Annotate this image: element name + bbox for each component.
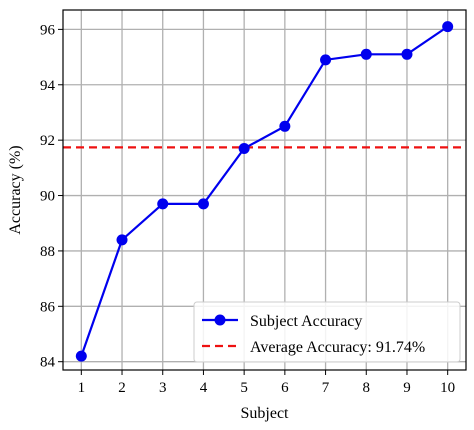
data-point bbox=[116, 234, 128, 246]
x-tick-label: 1 bbox=[78, 380, 86, 396]
data-point bbox=[75, 350, 87, 362]
data-point bbox=[360, 48, 372, 60]
x-tick-label: 10 bbox=[440, 380, 455, 396]
legend-subject-accuracy: Subject Accuracy bbox=[250, 313, 362, 330]
x-tick-label: 9 bbox=[403, 380, 411, 396]
x-tick-label: 5 bbox=[240, 380, 248, 396]
axis-ticks: 1 2 3 4 5 6 7 8 9 10 84 86 88 90 92 94 96 bbox=[40, 22, 455, 396]
y-tick-label: 92 bbox=[40, 133, 55, 149]
data-point bbox=[442, 21, 454, 33]
x-tick-label: 3 bbox=[159, 380, 167, 396]
y-axis-label: Accuracy (%) bbox=[7, 145, 24, 234]
y-tick-label: 86 bbox=[40, 299, 56, 315]
data-point bbox=[197, 198, 209, 210]
y-tick-label: 88 bbox=[40, 244, 55, 260]
y-tick-label: 84 bbox=[40, 355, 56, 371]
data-point bbox=[401, 48, 413, 60]
data-points bbox=[75, 21, 454, 362]
x-tick-label: 6 bbox=[281, 380, 289, 396]
data-point bbox=[238, 142, 250, 154]
x-tick-label: 7 bbox=[322, 380, 330, 396]
y-tick-label: 94 bbox=[40, 78, 56, 94]
legend-average-accuracy: Average Accuracy: 91.74% bbox=[250, 339, 425, 356]
x-tick-label: 2 bbox=[118, 380, 126, 396]
x-axis-label: Subject bbox=[241, 405, 290, 422]
grid bbox=[63, 10, 466, 370]
y-tick-label: 96 bbox=[40, 22, 56, 38]
y-tick-label: 90 bbox=[40, 189, 55, 205]
plot-frame bbox=[62, 9, 467, 371]
x-tick-label: 4 bbox=[200, 380, 208, 396]
legend-box bbox=[193, 301, 461, 363]
x-tick-label: 8 bbox=[363, 380, 371, 396]
legend: Subject Accuracy Average Accuracy: 91.74… bbox=[193, 301, 461, 363]
data-point bbox=[279, 120, 291, 132]
data-point bbox=[320, 54, 332, 66]
subject-accuracy-line bbox=[80, 25, 449, 357]
data-point bbox=[157, 198, 169, 210]
legend-subject-marker bbox=[214, 314, 226, 326]
